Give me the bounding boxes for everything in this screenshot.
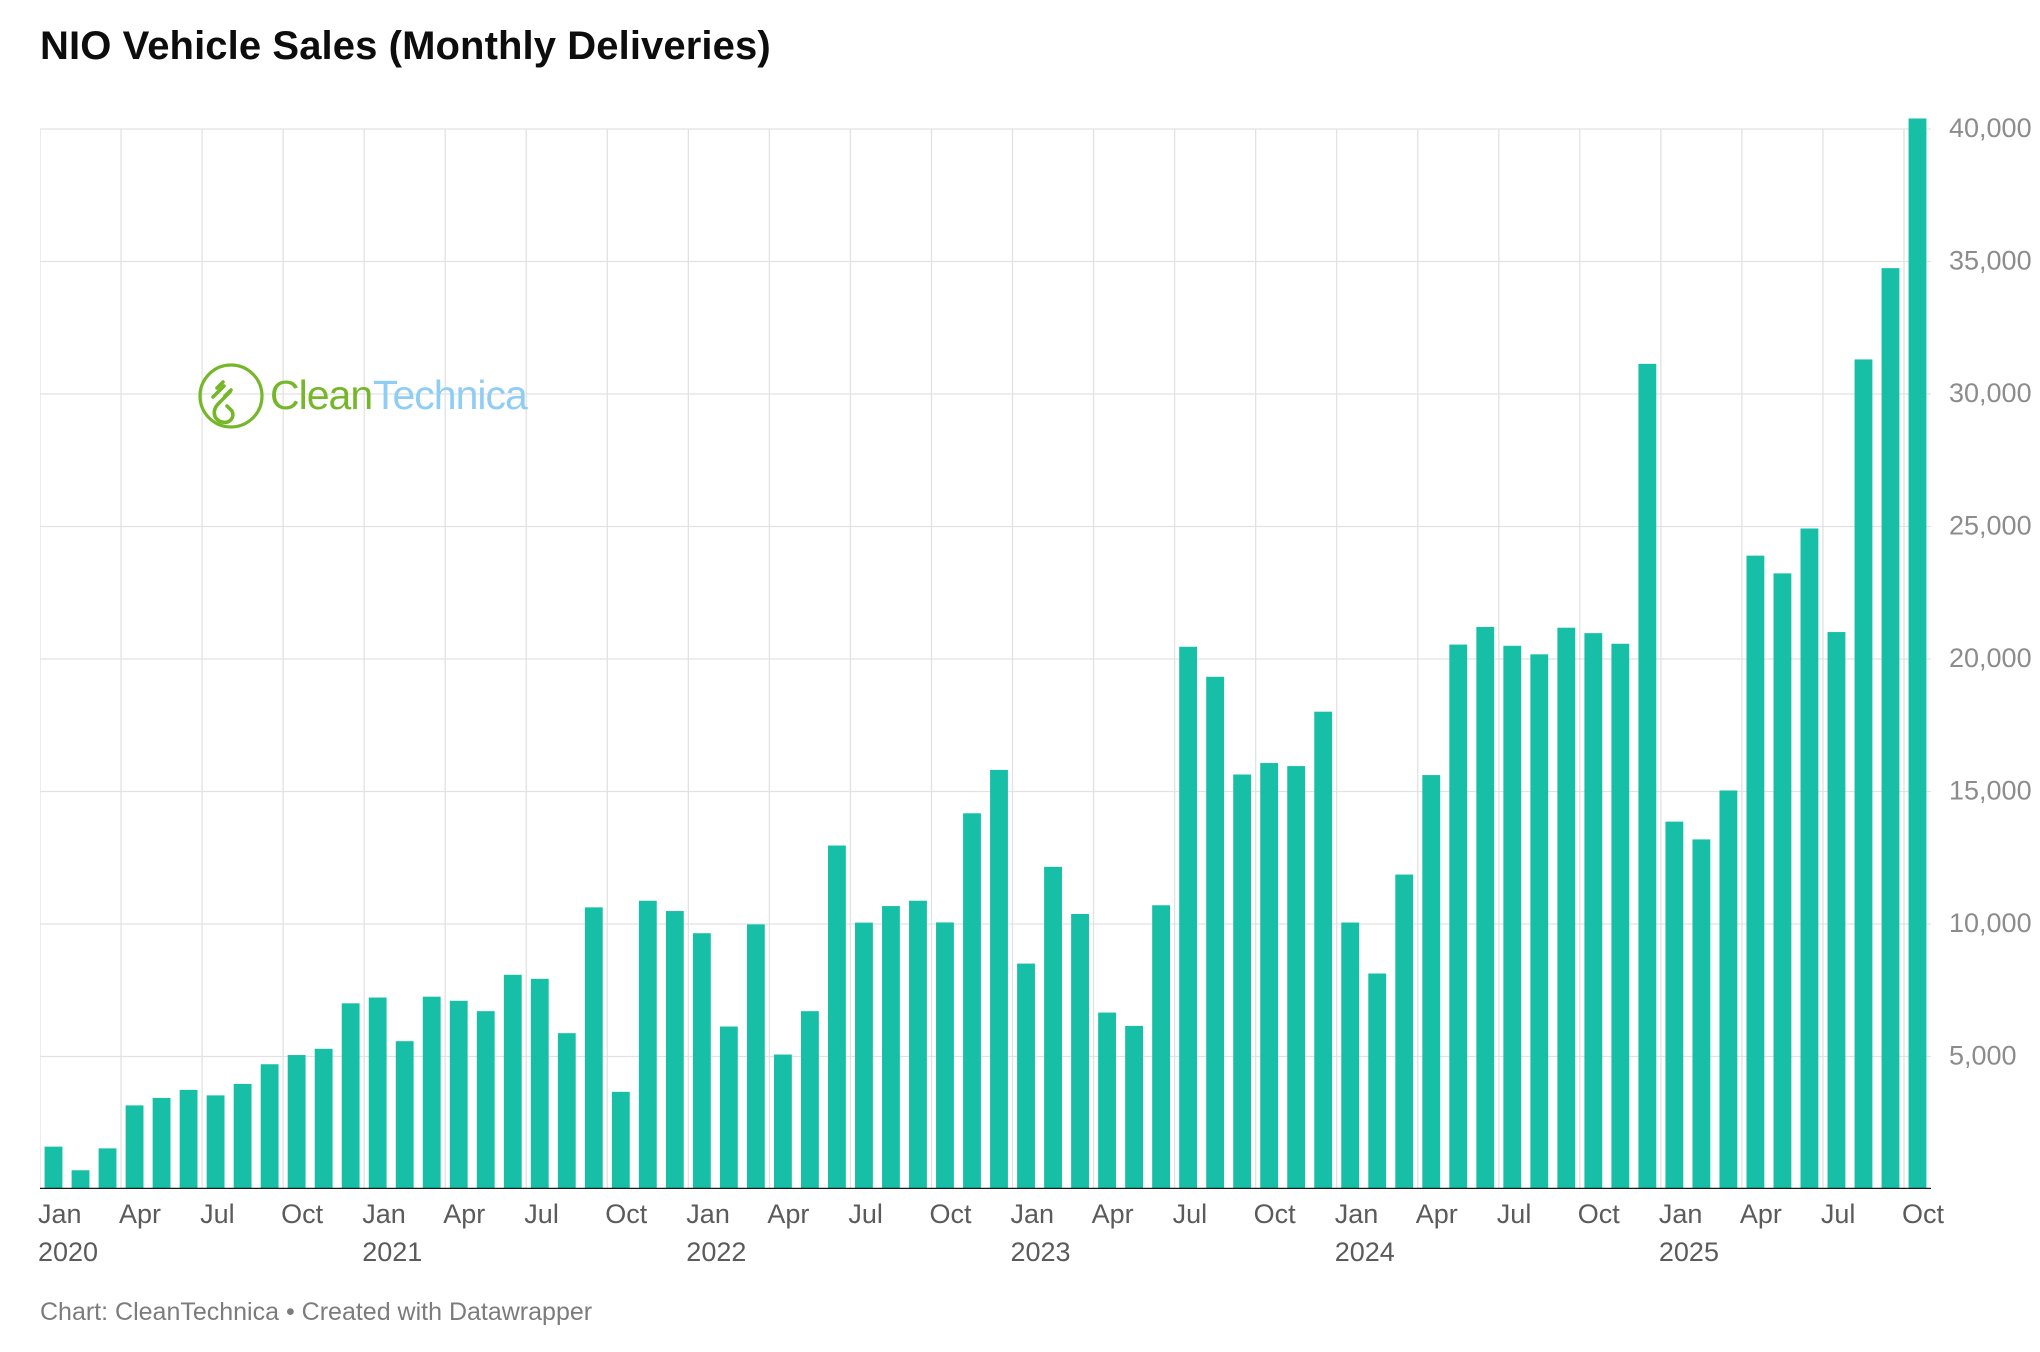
svg-text:Clean: Clean bbox=[270, 372, 372, 418]
svg-text:Technica: Technica bbox=[373, 372, 528, 418]
svg-text:10,000: 10,000 bbox=[1949, 908, 2032, 938]
svg-text:15,000: 15,000 bbox=[1949, 776, 2032, 806]
svg-text:30,000: 30,000 bbox=[1949, 378, 2032, 408]
svg-text:40,000: 40,000 bbox=[1949, 113, 2032, 143]
svg-text:5,000: 5,000 bbox=[1949, 1041, 2017, 1071]
svg-text:25,000: 25,000 bbox=[1949, 511, 2032, 541]
svg-text:35,000: 35,000 bbox=[1949, 246, 2032, 276]
svg-text:20,000: 20,000 bbox=[1949, 643, 2032, 673]
